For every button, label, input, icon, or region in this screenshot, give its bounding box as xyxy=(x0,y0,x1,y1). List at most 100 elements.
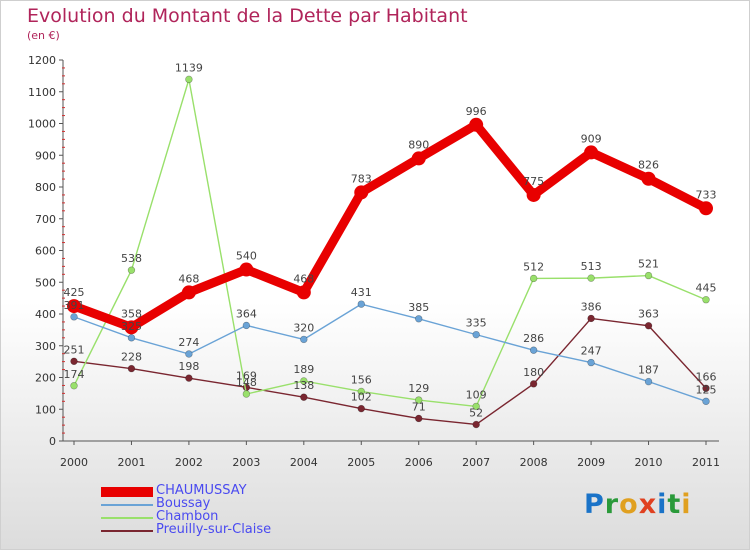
data-point xyxy=(641,171,656,186)
data-point xyxy=(587,274,595,282)
data-label: 189 xyxy=(293,363,314,376)
data-label: 385 xyxy=(408,301,429,314)
x-tick-label: 2003 xyxy=(232,456,260,469)
data-point xyxy=(415,414,423,423)
data-label: 775 xyxy=(523,175,544,188)
y-tick-label: 700 xyxy=(35,213,56,226)
data-point xyxy=(411,151,426,166)
y-tick-label: 100 xyxy=(35,403,56,416)
data-label: 358 xyxy=(121,307,142,320)
proxiti-logo: Proxiti xyxy=(584,489,692,520)
y-tick-label: 900 xyxy=(35,149,56,162)
x-tick-label: 2004 xyxy=(290,456,318,469)
x-tick-label: 2008 xyxy=(520,456,548,469)
data-point xyxy=(354,185,369,200)
logo-letter: i xyxy=(681,489,692,520)
data-label: 909 xyxy=(581,132,602,145)
data-label: 826 xyxy=(638,159,659,172)
data-point xyxy=(357,300,365,308)
x-tick-label: 2000 xyxy=(60,456,88,469)
data-point xyxy=(472,402,480,411)
data-point xyxy=(584,145,599,160)
y-tick-label: 600 xyxy=(35,245,56,258)
x-tick-label: 2010 xyxy=(635,456,663,469)
legend-swatch-chaumussay xyxy=(101,487,153,497)
data-label: 512 xyxy=(523,260,544,273)
x-tick-label: 2009 xyxy=(577,456,605,469)
data-point xyxy=(70,357,78,366)
data-label: 540 xyxy=(236,250,257,263)
data-label: 166 xyxy=(696,370,717,383)
data-point xyxy=(300,393,308,401)
legend-label-boussay: Boussay xyxy=(156,496,211,511)
logo-letter: t xyxy=(667,489,682,520)
data-label: 251 xyxy=(64,343,85,356)
series-line-1 xyxy=(73,303,707,403)
data-label: 783 xyxy=(351,172,372,185)
y-tick-label: 1100 xyxy=(28,86,56,99)
data-label: 1139 xyxy=(175,61,203,74)
data-point xyxy=(415,315,423,323)
data-point xyxy=(587,358,595,367)
data-point xyxy=(181,285,196,300)
data-label: 156 xyxy=(351,373,372,386)
data-point xyxy=(70,382,78,390)
data-point xyxy=(127,334,136,342)
logo-letter: x xyxy=(638,489,658,520)
x-tick-label: 2006 xyxy=(405,456,433,469)
data-point xyxy=(239,262,254,277)
data-label: 187 xyxy=(638,364,659,377)
data-label: 109 xyxy=(466,388,487,401)
legend-label-preuilly: Preuilly-sur-Claise xyxy=(156,522,272,537)
data-point xyxy=(644,271,653,280)
y-tick-label: 200 xyxy=(35,372,56,385)
data-point xyxy=(644,322,653,330)
data-label: 521 xyxy=(638,258,659,271)
data-point xyxy=(472,330,480,339)
legend-label-chaumussay: CHAUMUSSAY xyxy=(156,483,247,498)
data-point xyxy=(242,390,251,398)
data-label: 890 xyxy=(408,138,429,151)
data-label: 286 xyxy=(523,332,544,345)
data-label: 148 xyxy=(236,376,257,389)
y-tick-label: 500 xyxy=(35,276,56,289)
logo-letter: r xyxy=(604,489,620,520)
logo-letter: i xyxy=(657,489,668,520)
data-label: 102 xyxy=(351,391,372,404)
legend-swatch-boussay xyxy=(101,504,153,506)
data-label: 363 xyxy=(638,308,659,321)
data-point xyxy=(296,285,311,300)
data-label: 386 xyxy=(581,300,602,313)
y-tick-label: 0 xyxy=(49,435,56,448)
data-point xyxy=(699,201,713,216)
chart-title: Evolution du Montant de la Dette par Hab… xyxy=(27,5,468,27)
series-line-0 xyxy=(69,120,711,332)
data-point xyxy=(469,117,484,132)
y-tick-label: 400 xyxy=(35,308,56,321)
data-label: 335 xyxy=(466,317,487,330)
data-label: 71 xyxy=(412,400,426,413)
data-label: 274 xyxy=(178,336,199,349)
data-label: 468 xyxy=(178,272,199,285)
data-label: 996 xyxy=(466,105,487,118)
data-label: 52 xyxy=(469,406,483,419)
data-point xyxy=(185,374,193,382)
data-label: 513 xyxy=(581,260,602,273)
legend-label-chambon: Chambon xyxy=(156,509,219,524)
x-tick-label: 2001 xyxy=(117,456,145,469)
data-point xyxy=(300,377,308,385)
legend-swatch-preuilly xyxy=(101,530,153,532)
data-point xyxy=(185,75,193,84)
data-label: 180 xyxy=(523,366,544,379)
data-point xyxy=(67,299,81,314)
data-labels-layer: 251 228 198 169 138 102 71 52 180 386 363 166 174 538… xyxy=(64,61,717,419)
data-point xyxy=(587,314,595,323)
data-label: 468 xyxy=(293,272,314,285)
data-point xyxy=(526,187,541,202)
data-label: 538 xyxy=(121,252,142,265)
data-label: 445 xyxy=(696,282,717,295)
x-tick-label: 2011 xyxy=(692,456,720,469)
data-label: 733 xyxy=(696,188,717,201)
data-label: 198 xyxy=(178,360,199,373)
chart-subtitle: (en €) xyxy=(27,29,60,42)
